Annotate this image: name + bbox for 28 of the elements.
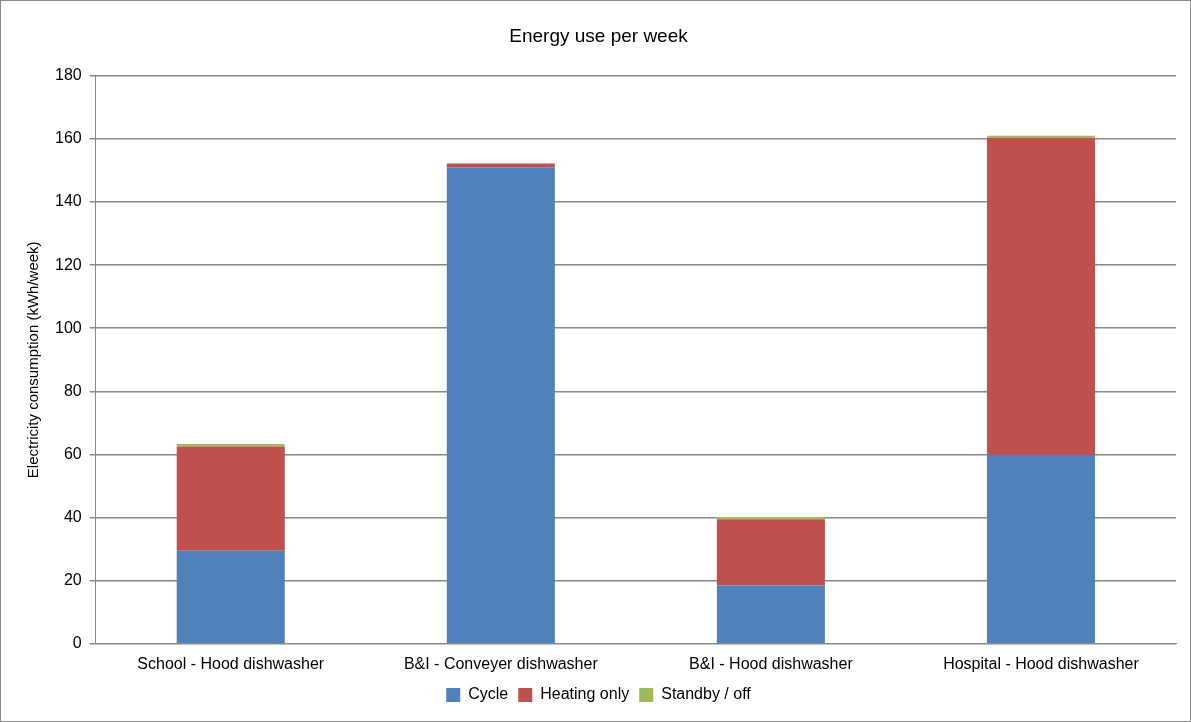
legend-label: Cycle	[468, 685, 509, 703]
bar	[986, 455, 1095, 644]
legend-label: Heating only	[540, 685, 630, 703]
y-tick-label: 40	[63, 507, 82, 525]
y-tick-label: 0	[72, 634, 82, 652]
y-tick-label: 160	[54, 129, 82, 147]
bar	[716, 519, 825, 586]
x-tick-label: B&I - Conveyer dishwasher	[403, 654, 599, 672]
y-tick-label: 100	[54, 318, 82, 336]
bar	[986, 137, 1095, 456]
bar	[446, 167, 555, 644]
bar	[176, 446, 285, 551]
y-tick-label: 60	[63, 444, 82, 462]
y-tick-label: 80	[63, 381, 82, 399]
bar	[716, 585, 825, 644]
bar	[716, 516, 825, 520]
y-tick-label: 180	[54, 66, 82, 84]
x-tick-label: Hospital - Hood dishwasher	[943, 654, 1140, 672]
y-axis-title: Electricity consumption (kWh/week)	[24, 241, 42, 479]
bar	[176, 550, 285, 644]
bar	[176, 444, 285, 447]
chart-title: Energy use per week	[509, 24, 689, 46]
legend-label: Standby / off	[661, 685, 752, 703]
y-tick-label: 140	[54, 192, 82, 210]
y-tick-label: 120	[54, 255, 82, 273]
y-tick-label: 20	[63, 571, 82, 589]
x-tick-label: B&I - Hood dishwasher	[689, 654, 854, 672]
x-tick-label: School - Hood dishwasher	[137, 654, 325, 672]
